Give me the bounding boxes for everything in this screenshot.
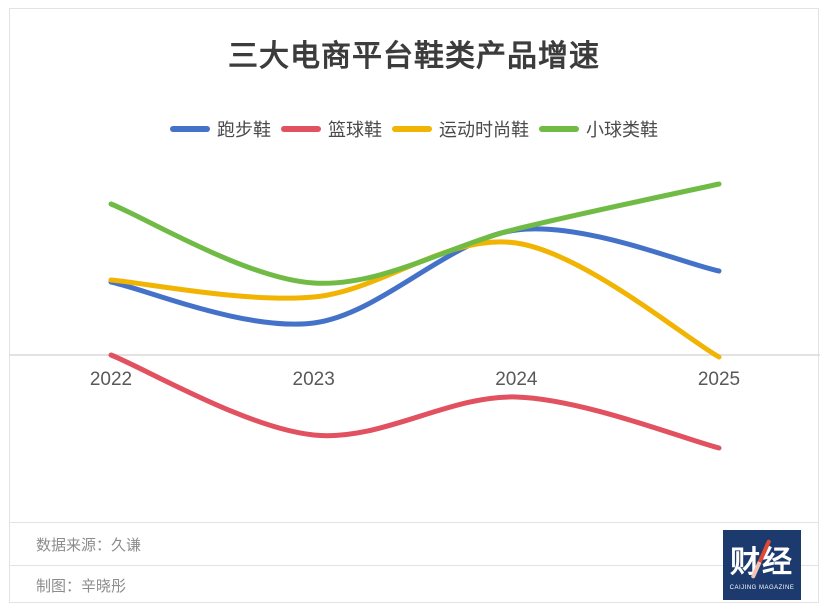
- legend-line-swatch-red: [281, 126, 321, 132]
- credit-text: 制图：辛晓彤: [36, 577, 127, 595]
- legend-label: 小球类鞋: [586, 120, 658, 140]
- data-source-text: 数据来源：久谦: [36, 536, 142, 554]
- legend-item-ball-sport-shoes: 小球类鞋: [539, 116, 658, 142]
- chart-title: 三大电商平台鞋类产品增速: [228, 40, 600, 73]
- credit-row: 制图：辛晓彤: [10, 565, 818, 604]
- legend-label: 运动时尚鞋: [439, 120, 529, 140]
- legend-item-basketball-shoes: 篮球鞋: [281, 116, 382, 142]
- series-line-2: [108, 239, 722, 360]
- series-line-3: [108, 181, 722, 286]
- logo-subtext: CAIJING MAGAZINE: [729, 585, 795, 591]
- line-chart-plot: [10, 181, 820, 451]
- x-tick-2024: 2024: [495, 369, 538, 390]
- legend-line-swatch-blue: [170, 126, 210, 132]
- caijing-magazine-logo: 财经 CAIJING MAGAZINE: [723, 530, 801, 600]
- data-source-row: 数据来源：久谦: [10, 522, 818, 565]
- series-line-1: [108, 352, 722, 451]
- x-tick-2025: 2025: [697, 369, 741, 390]
- legend-item-running-shoes: 跑步鞋: [170, 116, 271, 142]
- legend-label: 跑步鞋: [217, 120, 271, 140]
- legend-line-swatch-yellow: [392, 126, 432, 132]
- x-tick-2022: 2022: [89, 369, 133, 390]
- legend-line-swatch-green: [539, 126, 579, 132]
- chart-legend: 跑步鞋 篮球鞋 运动时尚鞋 小球类鞋: [10, 116, 818, 142]
- legend-item-sport-fashion-shoes: 运动时尚鞋: [392, 116, 529, 142]
- legend-label: 篮球鞋: [328, 120, 382, 140]
- chart-card: 三大电商平台鞋类产品增速 跑步鞋 篮球鞋 运动时尚鞋 小球类鞋 2022 202…: [9, 8, 820, 604]
- x-tick-2023: 2023: [292, 369, 335, 390]
- series-line-0: [108, 226, 722, 327]
